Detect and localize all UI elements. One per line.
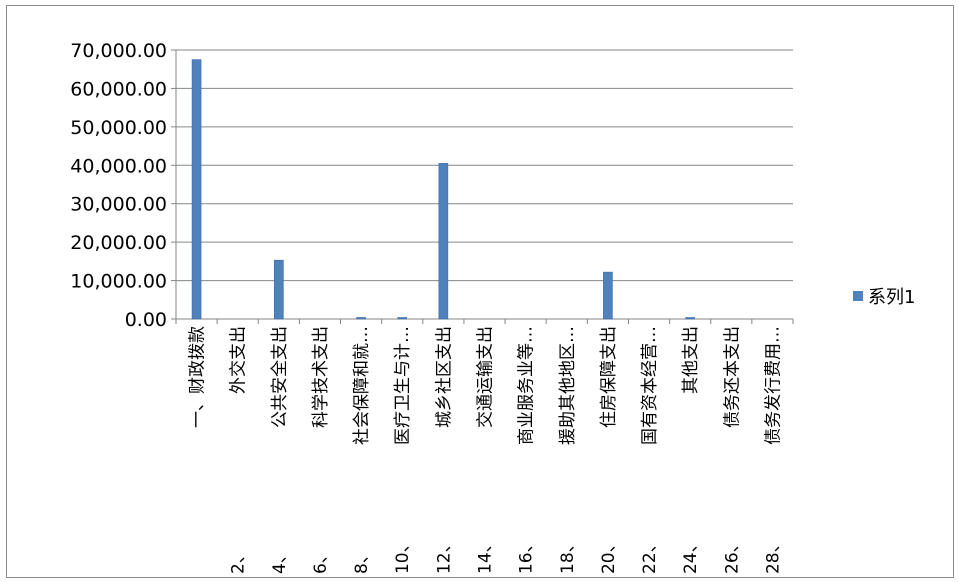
x-tick-label-prefix: 2、: [229, 546, 249, 574]
y-tick-label: 30,000.00: [70, 194, 167, 216]
x-tick-label: 一、财政拨款: [188, 326, 208, 428]
y-tick-labels: 0.00 10,000.00 20,000.00 30,000.00 40,000.00…: [70, 40, 167, 331]
x-tick-label-prefix: 4、: [270, 546, 290, 574]
x-tick-labels: 一、财政拨款 外交支出 2、 公共安全支出 4、 科学技术支出 6、 社会保障和就… 8、 医疗卫…: [188, 326, 784, 574]
x-tick-label: 公共安全支出: [270, 326, 290, 428]
y-tick-label: 70,000.00: [70, 40, 167, 62]
bar-chart: 0.00 10,000.00 20,000.00 30,000.00 40,000.00…: [70, 40, 915, 574]
x-tick-label-prefix: 28、: [763, 535, 783, 574]
x-tick-label-prefix: 8、: [352, 546, 372, 574]
bar: [356, 317, 366, 320]
x-tick-label: 债务还本支出: [722, 326, 742, 428]
y-tick-label: 0.00: [125, 309, 167, 331]
x-tick-label: 国有资本经营…: [640, 326, 660, 445]
x-tick-label-prefix: 14、: [476, 535, 496, 574]
x-tick-label: 债务发行费用…: [763, 326, 783, 445]
x-tick-label-prefix: 26、: [722, 535, 742, 574]
y-tick-label: 20,000.00: [70, 232, 167, 254]
y-tick-label: 50,000.00: [70, 117, 167, 139]
x-tick-label: 住房保障支出: [599, 326, 619, 428]
x-tick-label: 交通运输支出: [476, 326, 496, 428]
y-tick-label: 40,000.00: [70, 155, 167, 177]
x-tick-label: 医疗卫生与计…: [393, 326, 413, 445]
bars: [191, 59, 695, 320]
legend: 系列1: [853, 287, 915, 308]
bar: [603, 271, 613, 320]
chart-frame: 0.00 10,000.00 20,000.00 30,000.00 40,000.00…: [6, 5, 954, 578]
x-tick-label: 援助其他地区…: [558, 326, 578, 445]
bar: [438, 163, 449, 320]
legend-label: 系列1: [868, 287, 915, 308]
bar: [191, 59, 202, 320]
x-tick-label: 社会保障和就…: [352, 326, 372, 445]
axes: [175, 50, 794, 324]
x-tick-label-prefix: 20、: [599, 535, 619, 574]
bar: [274, 259, 284, 320]
x-tick-label-prefix: 22、: [640, 535, 660, 574]
bar: [685, 317, 695, 320]
x-tick-label-prefix: 12、: [434, 535, 454, 574]
y-tick-label: 60,000.00: [70, 78, 167, 100]
x-tick-label: 外交支出: [229, 326, 249, 394]
bar: [397, 317, 408, 320]
y-tick-label: 10,000.00: [70, 271, 167, 293]
x-tick-label-prefix: 18、: [558, 535, 578, 574]
x-tick-label-prefix: 16、: [517, 535, 537, 574]
x-tick-label: 商业服务业等…: [517, 326, 537, 445]
x-tick-label-prefix: 6、: [311, 546, 331, 574]
x-tick-label-prefix: 24、: [681, 535, 701, 574]
x-tick-label-prefix: 10、: [393, 535, 413, 574]
x-tick-label: 科学技术支出: [311, 326, 331, 428]
gridlines: [171, 49, 793, 320]
x-tick-label: 城乡社区支出: [434, 326, 454, 428]
legend-swatch: [853, 291, 863, 301]
x-tick-label: 其他支出: [681, 326, 701, 394]
